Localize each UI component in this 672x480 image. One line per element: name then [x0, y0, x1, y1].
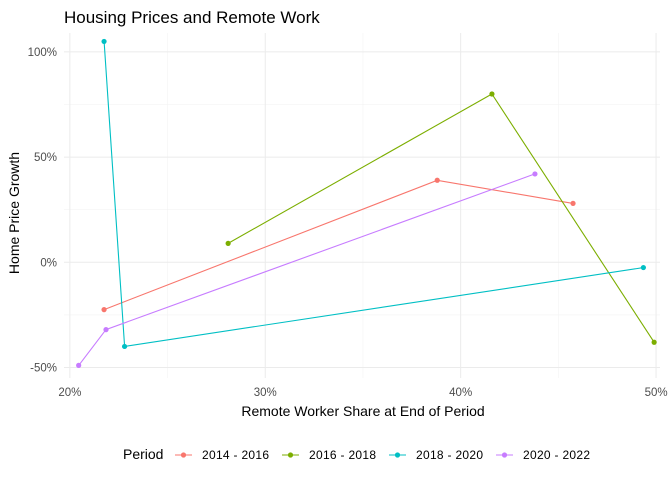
data-point: [532, 171, 538, 177]
chart-title: Housing Prices and Remote Work: [64, 8, 320, 27]
legend-item: 2018 - 2020: [389, 448, 483, 462]
data-point: [101, 38, 107, 45]
legend: Period 2014 - 2016 2016 - 2018 2018 - 2020…: [123, 446, 590, 462]
data-point: [434, 177, 440, 183]
legend-key-point: [287, 452, 294, 458]
data-point: [640, 264, 646, 271]
series-line: [78, 173, 536, 366]
y-tick-label: 100%: [28, 47, 57, 59]
legend-label: 2020 - 2022: [523, 448, 590, 462]
y-axis-title: Home Price Growth: [6, 152, 22, 274]
data-point: [101, 307, 107, 313]
series-2016-2018: [225, 91, 657, 345]
legend-key-point: [394, 452, 401, 458]
data-point: [103, 327, 109, 333]
legend-item: 2014 - 2016: [175, 448, 269, 462]
series-line: [227, 93, 655, 343]
x-tick-label: 20%: [58, 387, 81, 399]
x-tick-label: 40%: [449, 387, 472, 399]
y-tick-label: -50%: [30, 362, 57, 374]
legend-key-point: [501, 452, 508, 458]
series-2014-2016: [101, 177, 576, 313]
data-point: [76, 362, 82, 368]
data-point: [225, 240, 231, 246]
series-layer: [76, 38, 657, 368]
legend-label: 2016 - 2018: [309, 448, 376, 462]
y-tick-label: 0%: [40, 257, 57, 269]
legend-item: 2020 - 2022: [496, 448, 590, 462]
legend-label: 2014 - 2016: [202, 448, 269, 462]
data-point: [570, 200, 576, 206]
y-tick-label: 50%: [34, 152, 57, 164]
y-axis-ticks: -50% 0% 50% 100%: [28, 47, 57, 375]
series-2018-2020: [101, 38, 646, 350]
x-tick-label: 30%: [254, 387, 277, 399]
legend-item: 2016 - 2018: [282, 448, 376, 462]
x-tick-label: 50%: [645, 387, 668, 399]
x-axis-title: Remote Worker Share at End of Period: [241, 403, 484, 419]
data-point: [121, 343, 128, 350]
legend-key-point: [180, 452, 187, 458]
legend-label: 2018 - 2020: [416, 448, 483, 462]
data-point: [489, 91, 495, 97]
data-point: [651, 339, 657, 345]
legend-title: Period: [123, 446, 163, 462]
series-2020-2022: [76, 171, 538, 368]
x-axis-ticks: 20% 30% 40% 50%: [58, 387, 667, 399]
plot-grid: [64, 33, 660, 378]
